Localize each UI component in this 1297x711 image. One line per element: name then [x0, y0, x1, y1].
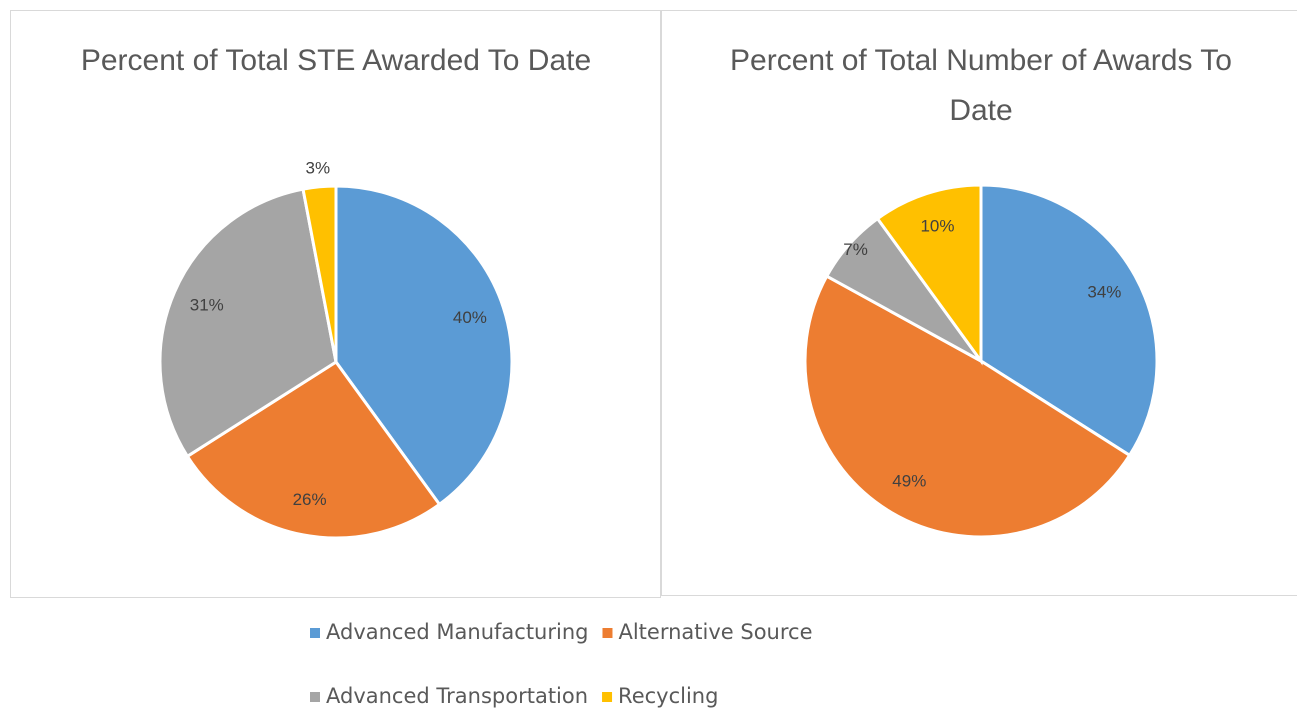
pie-slice — [301, 184, 338, 363]
legend-swatch — [602, 692, 613, 702]
pie-slice — [875, 183, 983, 366]
pie-slice — [158, 187, 338, 459]
legend-label: Alternative Source — [618, 620, 812, 644]
data-label: 10% — [920, 217, 954, 236]
legend-label: Advanced Manufacturing — [326, 620, 588, 644]
data-label: 7% — [843, 240, 868, 259]
data-label: 34% — [1087, 283, 1121, 302]
legend-swatch — [602, 628, 613, 638]
legend-label: Recycling — [618, 684, 718, 708]
chart-title: Percent of Total Number of Awards To Dat… — [730, 44, 1232, 127]
legend-label: Advanced Transportation — [326, 684, 588, 708]
data-label: 3% — [305, 159, 330, 178]
pie-slice — [803, 274, 1132, 539]
chart-title: Percent of Total STE Awarded To Date — [80, 44, 592, 77]
data-label: 31% — [190, 296, 224, 315]
panel — [10, 10, 661, 598]
pie-slice — [185, 359, 442, 540]
data-label: 40% — [453, 308, 487, 327]
pie-slice — [334, 184, 514, 507]
data-label: 26% — [293, 490, 327, 509]
panel — [661, 10, 1297, 596]
data-label: 49% — [892, 472, 926, 491]
legend-swatch — [310, 628, 320, 638]
legend-swatch — [310, 692, 320, 702]
